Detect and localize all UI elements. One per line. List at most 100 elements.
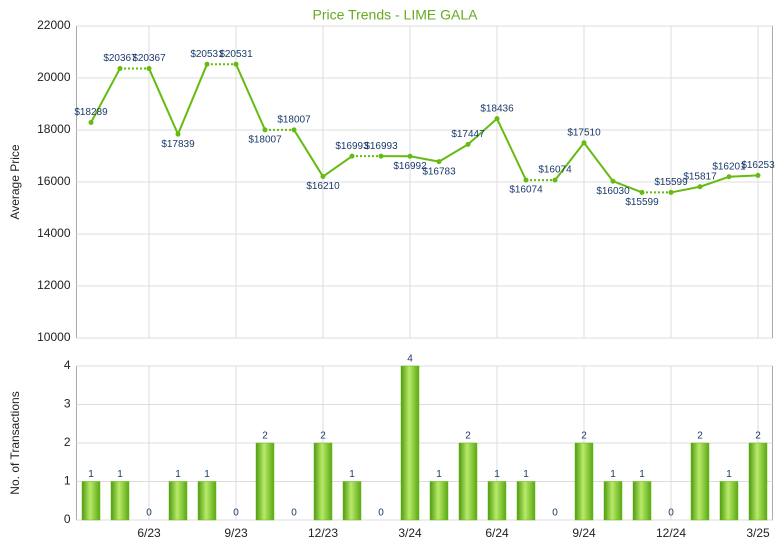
y-tick-label: 16000 [37,174,71,188]
data-label: 2 [581,431,587,442]
data-label: 2 [320,431,326,442]
data-label: $18007 [248,134,282,145]
data-label: 1 [639,469,645,480]
line-point [552,177,558,183]
line-point [697,184,703,190]
line-segment [670,185,701,194]
line-point [88,119,94,125]
bar [110,481,130,521]
line-segment [322,155,353,178]
x-tick-label: 3/24 [398,526,422,540]
bar [400,365,420,521]
data-label: $16992 [393,161,427,172]
data-label: $16074 [509,185,543,196]
y-tick-label: 22000 [37,18,71,32]
bar [168,481,188,521]
line-segment [293,129,324,178]
bar [81,481,101,521]
line-point [204,61,210,67]
bar [516,481,536,521]
data-label: $16783 [422,166,456,177]
y-axis-label: No. of Transactions [8,391,22,494]
bar [429,481,449,521]
data-label: $20531 [219,49,253,60]
line-point [610,178,616,184]
line-point [668,189,674,195]
data-label: $16074 [538,165,572,176]
line-segment [699,175,730,188]
line-segment [90,67,121,123]
data-label: $18436 [480,103,514,114]
data-label: 0 [552,508,558,519]
line-point [494,116,500,122]
data-label: 1 [204,469,210,480]
data-label: 2 [262,431,268,442]
line-point [320,174,326,180]
line-point [349,153,355,159]
data-label: $16201 [712,161,746,172]
line-point [465,141,471,147]
line-segment [235,63,266,131]
chart-title: Price Trends - LIME GALA [313,7,479,23]
line-point [407,153,413,159]
data-label: $20367 [132,53,166,64]
data-label: $16993 [364,141,398,152]
x-tick-label: 9/24 [572,526,596,540]
data-label: $16030 [596,186,630,197]
bar [690,442,710,521]
y-tick-label: 2 [64,435,71,449]
data-label: $17510 [567,127,601,138]
line-segment [554,142,585,181]
line-segment [496,118,527,181]
y-tick-label: 0 [64,512,71,526]
line-point [755,172,761,178]
x-tick-label: 12/24 [656,526,686,540]
line-segment [612,180,643,194]
data-label: 0 [146,508,152,519]
bar [748,442,768,521]
y-tick-label: 10000 [37,330,71,344]
data-label: $15599 [625,197,659,208]
data-label: 0 [233,508,239,519]
data-label: 2 [755,431,761,442]
bar [458,442,478,521]
data-label: $15599 [654,177,688,188]
data-label: 1 [610,469,616,480]
line-point [291,127,297,133]
line-point [175,131,181,137]
line-segment [583,142,614,182]
line-point [523,177,529,183]
line-segment [728,174,759,178]
data-label: $16253 [741,160,775,171]
line-segment [467,117,498,146]
data-label: 1 [117,469,123,480]
data-label: $15817 [683,171,717,182]
line-point [146,65,152,71]
bar [255,442,275,521]
data-label: $16210 [306,181,340,192]
data-label: 4 [407,354,413,365]
line-segment [438,143,469,163]
x-tick-label: 12/23 [308,526,338,540]
y-tick-label: 14000 [37,226,71,240]
data-label: 0 [378,508,384,519]
y-axis-label: Average Price [8,144,22,219]
bar [574,442,594,521]
line-point [639,189,645,195]
bar [632,481,652,521]
data-label: 1 [523,469,529,480]
y-tick-label: 18000 [37,122,71,136]
data-label: 0 [291,508,297,519]
data-label: $18289 [74,107,108,118]
y-tick-label: 3 [64,397,71,411]
data-label: 1 [436,469,442,480]
line-point [262,127,268,133]
line-point [233,61,239,67]
x-tick-label: 6/23 [137,526,161,540]
y-tick-label: 1 [64,474,71,488]
data-label: 2 [697,431,703,442]
line-point [726,174,732,180]
y-tick-label: 12000 [37,278,71,292]
line-segment [177,63,208,135]
data-label: 1 [349,469,355,480]
